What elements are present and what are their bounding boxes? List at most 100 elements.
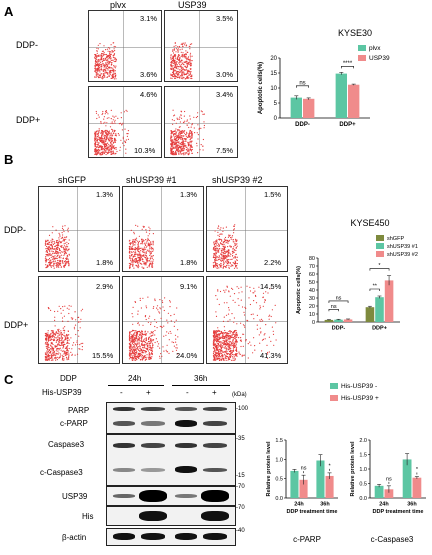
bar: [290, 470, 299, 498]
panel-b-col-title-2: shUSP39 #1: [126, 175, 177, 185]
flow-plot-a-1-2: [164, 10, 238, 82]
legend-swatch: [330, 383, 338, 389]
bar: [335, 73, 347, 118]
chart-title: c-Caspase3: [371, 535, 414, 544]
blot-usp39: [106, 486, 236, 506]
pct-label: 14.5%: [260, 282, 282, 291]
bar: [343, 319, 353, 322]
flow-plot-b-2-1: [38, 276, 120, 364]
x-tick-label: 24h: [379, 502, 389, 508]
protein-label-parp: PARP: [68, 406, 90, 415]
panel-letter-c: C: [4, 372, 14, 387]
chart-kyse30-svg: KYSE30 0 5 10 15 20 Apoptotic cells(%) DDP- DDP+…: [258, 28, 390, 128]
pct-label: 7.5%: [216, 146, 234, 155]
time-label-24h: 24h: [128, 374, 142, 383]
blot-caspase3: [106, 434, 236, 486]
pct-label: 3.4%: [216, 90, 234, 99]
pct-label: 3.0%: [216, 70, 234, 79]
y-tick-label: 1.0: [275, 457, 283, 463]
x-tick-label: 36h: [407, 502, 417, 508]
y-tick-label: 0.5: [359, 481, 367, 487]
x-tick-label: 24h: [294, 502, 304, 508]
sign-3: -: [186, 388, 189, 397]
significance-label: ns: [331, 304, 337, 310]
y-tick-label: 15: [270, 71, 277, 77]
marker-35: -35: [236, 436, 245, 442]
legend-label: His-USP39 -: [341, 383, 377, 390]
significance-label: *: [328, 463, 331, 469]
y-tick-label: 60: [309, 272, 315, 278]
pct-label: 9.1%: [180, 282, 198, 291]
pct-label: 3.1%: [140, 14, 158, 23]
time-bracket-24h: [108, 385, 164, 386]
y-tick-label: 10: [309, 312, 315, 318]
his-usp39-header: His-USP39: [42, 388, 82, 397]
significance-bracket: [328, 300, 349, 303]
ddp-header: DDP: [60, 374, 77, 383]
legend-label: plvx: [369, 45, 381, 52]
dot-cloud: [165, 11, 237, 81]
legend-swatch: [358, 45, 366, 51]
x-tick-label: DDP-: [332, 326, 346, 332]
chart-c-caspase3: c-Caspase3 0.0 0.5 1.0 1.5 2.0 Relative protei…: [330, 380, 432, 550]
flow-plot-b-2-3: [206, 276, 288, 364]
dot-cloud: [39, 277, 119, 363]
significance-label: ****: [343, 61, 353, 67]
legend-label: shUSP39 #1: [387, 244, 418, 250]
flow-plot-b-1-3: [206, 186, 288, 272]
pct-label: 2.9%: [96, 282, 114, 291]
significance-label: ns: [386, 476, 392, 482]
pct-label: 1.8%: [180, 258, 198, 267]
dot-cloud: [123, 187, 203, 271]
significance-bracket: [369, 288, 380, 291]
y-tick-label: 50: [309, 280, 315, 286]
y-tick-label: 70: [309, 264, 315, 270]
blot-parp: [106, 402, 236, 434]
panel-b-row-label-2: DDP+: [4, 320, 29, 330]
significance-label: *: [378, 263, 381, 269]
x-axis-label: DDP treatment time: [373, 509, 424, 515]
bar: [412, 477, 422, 498]
y-tick-label: 40: [309, 288, 315, 294]
marker-40: -40: [236, 528, 245, 534]
sign-4: +: [212, 388, 217, 397]
bar: [374, 485, 384, 498]
flow-plot-b-2-2: [122, 276, 204, 364]
legend-label: USP39: [369, 55, 390, 62]
panel-b-col-title-1: shGFP: [58, 175, 87, 185]
y-tick-label: 1.5: [359, 452, 367, 458]
y-tick-label: 5: [274, 101, 278, 107]
bar: [334, 319, 343, 322]
flow-plot-a-2-1: [88, 86, 162, 158]
sign-2: +: [146, 388, 151, 397]
bar: [348, 84, 360, 118]
y-tick-label: 30: [309, 296, 315, 302]
panel-b-row-label-1: DDP-: [4, 225, 26, 235]
panel-a-col-title-2: USP39: [178, 0, 207, 10]
significance-bracket: [341, 66, 354, 69]
dot-cloud: [165, 87, 237, 157]
marker-70b: -70: [236, 505, 245, 511]
chart-kyse450: KYSE450 0 10 20 30 40 50 60 70 80 Apoptotic cells(…: [290, 218, 432, 345]
bar: [375, 297, 384, 322]
pct-label: 1.3%: [96, 190, 114, 199]
bar: [325, 475, 334, 498]
dot-cloud: [89, 87, 161, 157]
pct-label: 3.5%: [216, 14, 234, 23]
marker-100: -100: [236, 406, 249, 412]
legend-swatch: [376, 243, 384, 249]
bar: [324, 319, 334, 322]
bar: [402, 459, 412, 498]
y-tick-label: 20: [270, 56, 277, 62]
pct-label: 24.0%: [176, 351, 198, 360]
chart-kyse450-svg: KYSE450 0 10 20 30 40 50 60 70 80 Apoptotic cells(…: [296, 218, 418, 332]
dot-cloud: [39, 187, 119, 271]
legend-swatch: [376, 235, 384, 241]
blot-his: [106, 506, 236, 526]
x-axis-label: DDP treatment time: [287, 509, 338, 515]
blot-beta-actin: [106, 528, 236, 546]
significance-label: ns: [301, 466, 307, 472]
chart-kyse30: KYSE30 0 5 10 15 20 Apoptotic cells(%) DDP- DDP+…: [250, 28, 430, 158]
bar: [299, 479, 308, 498]
